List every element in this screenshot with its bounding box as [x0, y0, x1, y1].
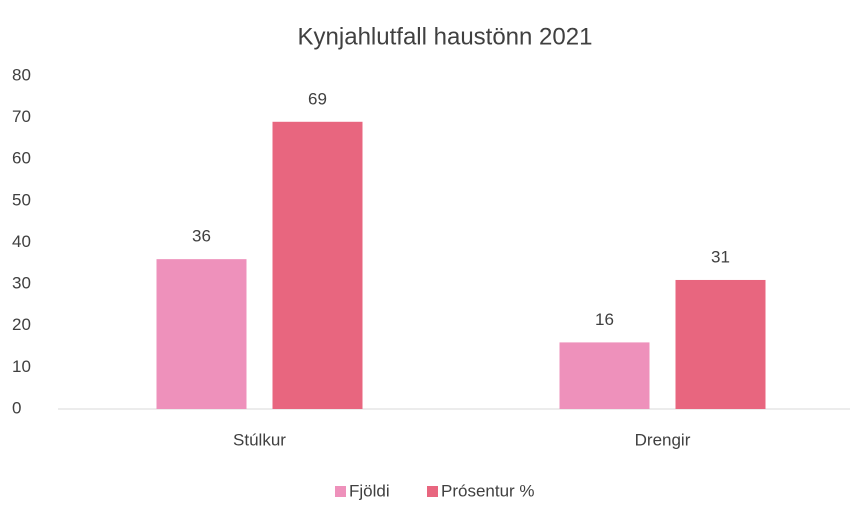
y-tick-label: 20	[12, 315, 31, 334]
x-tick-label: Drengir	[635, 430, 691, 449]
x-tick-label: Stúlkur	[233, 430, 286, 449]
data-label: 31	[711, 247, 730, 266]
bar	[675, 279, 766, 409]
y-tick-label: 80	[12, 65, 31, 84]
bar	[559, 342, 650, 409]
legend-label: Prósentur %	[441, 481, 535, 500]
y-tick-label: 60	[12, 149, 31, 168]
chart-title: Kynjahlutfall haustönn 2021	[298, 23, 593, 50]
bar	[272, 121, 363, 409]
data-label: 16	[595, 310, 614, 329]
y-tick-label: 50	[12, 190, 31, 209]
bar	[156, 259, 247, 409]
y-tick-label: 30	[12, 274, 31, 293]
y-tick-label: 70	[12, 107, 31, 126]
y-tick-label: 40	[12, 232, 31, 251]
legend-label: Fjöldi	[349, 481, 390, 500]
y-tick-label: 10	[12, 357, 31, 376]
data-label: 36	[192, 227, 211, 246]
legend-swatch	[427, 486, 438, 497]
legend-swatch	[335, 486, 346, 497]
data-label: 69	[308, 89, 327, 108]
y-tick-label: 0	[12, 398, 21, 417]
